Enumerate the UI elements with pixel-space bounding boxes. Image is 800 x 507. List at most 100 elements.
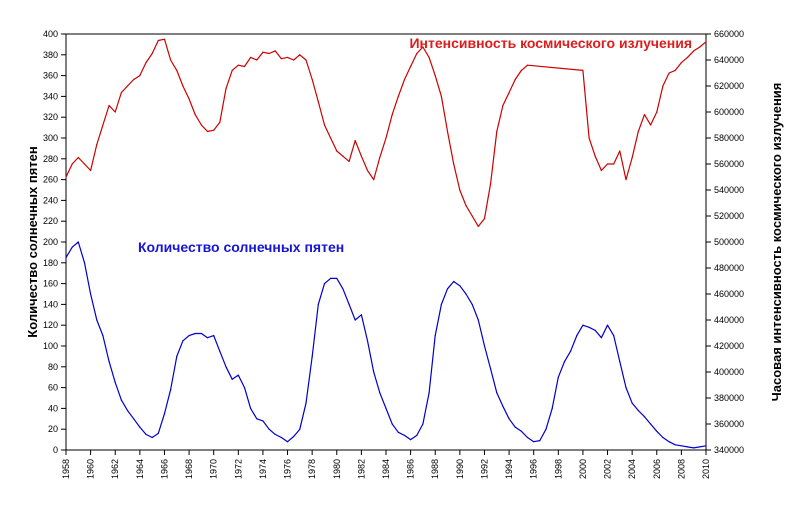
left-tick-label: 100 bbox=[43, 341, 58, 351]
series-point bbox=[323, 283, 326, 285]
right-tick-label: 500000 bbox=[714, 237, 744, 247]
series-point bbox=[656, 111, 658, 113]
x-tick-label: 1998 bbox=[553, 459, 563, 479]
series-point bbox=[114, 111, 116, 113]
x-tick-label: 1970 bbox=[209, 459, 219, 479]
series-point bbox=[440, 95, 442, 97]
right-tick-label: 420000 bbox=[714, 341, 744, 351]
x-tick-label: 1996 bbox=[529, 459, 539, 479]
series-point bbox=[453, 163, 455, 165]
series-point bbox=[330, 277, 332, 279]
series-point bbox=[705, 41, 707, 43]
x-tick-label: 1962 bbox=[110, 459, 120, 479]
series-point bbox=[637, 130, 639, 133]
left-tick-label: 20 bbox=[48, 424, 58, 434]
right-tick-label: 440000 bbox=[714, 315, 744, 325]
series-point bbox=[594, 155, 596, 157]
series-point bbox=[520, 430, 523, 432]
x-tick-label: 2008 bbox=[676, 459, 686, 479]
series-point bbox=[250, 56, 252, 59]
series-point bbox=[126, 409, 129, 412]
series-point bbox=[96, 143, 98, 146]
series-point bbox=[446, 130, 449, 133]
series-point bbox=[379, 392, 381, 394]
series-point bbox=[588, 326, 590, 328]
series-point bbox=[619, 150, 621, 152]
series-point bbox=[570, 350, 572, 352]
left-tick-label: 180 bbox=[43, 258, 58, 268]
series-point bbox=[176, 355, 178, 357]
x-tick-label: 2006 bbox=[652, 459, 662, 479]
series-point bbox=[213, 129, 215, 131]
left-tick-label: 280 bbox=[43, 154, 58, 164]
series-point bbox=[133, 418, 135, 420]
series-point bbox=[674, 444, 676, 446]
series-point bbox=[317, 303, 319, 305]
series-point bbox=[416, 52, 418, 55]
series-point bbox=[114, 381, 116, 383]
series-point bbox=[311, 355, 313, 357]
series-point bbox=[625, 387, 627, 389]
series-point bbox=[317, 101, 319, 103]
series-point bbox=[311, 78, 313, 81]
series-point bbox=[83, 262, 86, 264]
series-point bbox=[483, 345, 486, 347]
x-axis: 1958 1960 1962 1964 1966 1968 1970 1972 1974 1976… bbox=[61, 450, 711, 479]
right-axis-title: Часовая интенсивность космического излуч… bbox=[769, 83, 784, 402]
series-point bbox=[286, 56, 289, 59]
left-tick-label: 240 bbox=[43, 195, 58, 205]
series-point bbox=[293, 435, 295, 438]
left-tick-label: 60 bbox=[48, 383, 58, 393]
series-point bbox=[674, 69, 676, 71]
series-point bbox=[293, 59, 295, 61]
series-point bbox=[551, 407, 553, 409]
series-point bbox=[237, 374, 239, 376]
series-point bbox=[219, 350, 221, 352]
series-point bbox=[280, 58, 282, 60]
series-point bbox=[256, 59, 258, 61]
series-point bbox=[508, 418, 510, 420]
series-point bbox=[656, 430, 658, 432]
series-point bbox=[126, 85, 129, 87]
left-tick-label: 260 bbox=[43, 175, 58, 185]
series-point bbox=[576, 335, 578, 337]
series-point bbox=[514, 426, 516, 428]
series-point bbox=[496, 130, 498, 133]
left-tick-label: 320 bbox=[43, 112, 58, 122]
series-point bbox=[416, 434, 418, 436]
series-point bbox=[157, 432, 159, 434]
series-point bbox=[280, 436, 282, 439]
series-point bbox=[170, 389, 172, 391]
series-point bbox=[631, 156, 633, 159]
series-point bbox=[502, 104, 504, 107]
series-point bbox=[342, 288, 344, 290]
series-point bbox=[237, 64, 239, 66]
series-point bbox=[299, 428, 301, 430]
series-point bbox=[705, 445, 707, 447]
series-point bbox=[194, 332, 196, 335]
series-point bbox=[686, 56, 689, 59]
series-point bbox=[526, 64, 529, 66]
x-tick-label: 2000 bbox=[578, 459, 588, 479]
series-point bbox=[354, 140, 356, 142]
series-point bbox=[668, 441, 670, 443]
right-tick-label: 660000 bbox=[714, 29, 744, 39]
series-point bbox=[526, 436, 529, 439]
series-point bbox=[366, 340, 369, 342]
series-point bbox=[533, 441, 535, 443]
series-point bbox=[594, 329, 596, 331]
left-tick-label: 340 bbox=[43, 91, 58, 101]
series-point bbox=[243, 65, 246, 68]
series-point bbox=[650, 423, 652, 425]
series-point bbox=[502, 405, 504, 407]
series-point bbox=[77, 241, 79, 243]
series-point bbox=[483, 218, 486, 220]
x-tick-label: 1974 bbox=[258, 459, 268, 479]
left-tick-label: 80 bbox=[48, 362, 58, 372]
series-point bbox=[373, 371, 375, 373]
series-point bbox=[668, 72, 670, 74]
series-lines bbox=[65, 38, 707, 449]
series-point bbox=[490, 182, 492, 185]
right-tick-label: 340000 bbox=[714, 445, 744, 455]
